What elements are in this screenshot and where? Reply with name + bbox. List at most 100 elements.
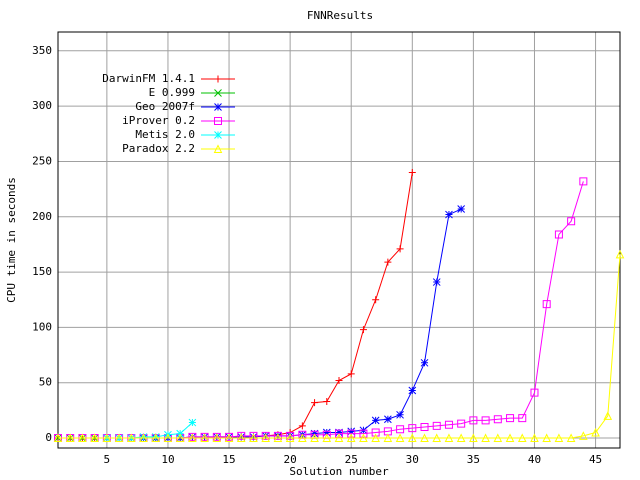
data-point xyxy=(603,411,613,420)
x-tick-label: 5 xyxy=(104,453,111,466)
x-tick-label: 30 xyxy=(406,453,419,466)
data-point xyxy=(286,431,295,440)
data-point xyxy=(530,388,539,397)
data-point xyxy=(310,433,319,443)
data-point xyxy=(273,433,283,443)
data-point xyxy=(420,422,429,431)
data-point xyxy=(408,424,417,433)
data-point xyxy=(335,429,343,438)
data-point xyxy=(371,433,380,443)
data-point xyxy=(298,433,307,443)
data-point xyxy=(212,433,222,443)
data-point xyxy=(396,425,405,434)
data-point xyxy=(408,386,417,395)
data-point xyxy=(188,418,197,427)
data-point xyxy=(175,433,185,443)
data-point xyxy=(444,433,454,443)
data-point xyxy=(518,414,527,423)
data-point xyxy=(567,217,576,226)
data-point xyxy=(371,416,380,425)
data-point xyxy=(65,433,75,443)
x-tick-label: 45 xyxy=(589,453,602,466)
data-point xyxy=(285,433,295,443)
data-point xyxy=(456,433,466,443)
series-line xyxy=(58,254,621,439)
data-point xyxy=(347,429,356,438)
data-point xyxy=(469,433,478,443)
y-tick-label: 350 xyxy=(32,44,52,57)
y-tick-label: 100 xyxy=(32,320,52,333)
chart-title: FNNResults xyxy=(307,9,373,22)
data-point xyxy=(579,431,588,440)
data-point xyxy=(261,433,271,443)
data-point xyxy=(371,428,380,437)
data-point xyxy=(396,410,404,419)
y-tick-label: 150 xyxy=(32,265,52,278)
x-tick-label: 25 xyxy=(345,453,358,466)
data-point xyxy=(334,433,344,443)
data-point xyxy=(445,210,453,219)
data-point xyxy=(383,427,392,436)
plot-frame xyxy=(57,31,621,449)
data-point xyxy=(90,433,99,443)
legend-marker xyxy=(214,103,222,111)
y-tick-label: 50 xyxy=(39,376,52,389)
data-point xyxy=(481,416,490,425)
data-point xyxy=(126,433,136,443)
data-point xyxy=(432,421,441,430)
legend-marker xyxy=(213,144,223,153)
y-tick-label: 0 xyxy=(45,431,52,444)
data-point xyxy=(481,433,490,443)
y-tick-label: 250 xyxy=(32,154,52,167)
data-point xyxy=(151,433,161,443)
data-point xyxy=(384,415,392,424)
data-point xyxy=(359,326,367,334)
data-point xyxy=(102,433,112,443)
data-point xyxy=(615,249,625,259)
data-point xyxy=(372,296,380,304)
data-point xyxy=(188,433,197,443)
data-point xyxy=(407,433,417,443)
data-point xyxy=(359,433,368,443)
data-point xyxy=(236,433,246,443)
legend-label: DarwinFM 1.4.1 xyxy=(102,72,195,85)
legend-marker xyxy=(214,89,222,97)
data-point xyxy=(335,428,343,437)
data-point xyxy=(457,205,466,213)
data-point xyxy=(420,358,429,367)
data-point xyxy=(311,399,319,407)
data-point xyxy=(566,433,576,443)
data-point xyxy=(505,433,515,443)
legend-label: E 0.999 xyxy=(149,86,195,99)
data-point xyxy=(469,416,478,425)
data-point xyxy=(322,428,331,437)
legend-marker xyxy=(214,75,222,83)
legend-label: Geo 2007f xyxy=(135,100,195,113)
data-point xyxy=(114,433,124,443)
y-axis-label: CPU time in seconds xyxy=(5,177,18,303)
data-point xyxy=(554,433,564,443)
data-point xyxy=(517,433,527,443)
data-point xyxy=(200,433,209,443)
data-point xyxy=(346,433,356,443)
data-point xyxy=(335,377,343,385)
data-point xyxy=(249,433,258,441)
data-point xyxy=(420,433,429,443)
legend-marker xyxy=(214,131,222,139)
data-point xyxy=(542,300,551,309)
data-point xyxy=(298,422,306,430)
data-point xyxy=(432,433,442,443)
data-point xyxy=(261,431,270,440)
data-point xyxy=(493,415,502,424)
data-point xyxy=(322,433,332,443)
data-point xyxy=(237,433,246,441)
data-point xyxy=(395,433,405,443)
data-point xyxy=(384,258,392,266)
legend-label: iProver 0.2 xyxy=(122,114,195,127)
data-point xyxy=(347,370,355,378)
x-tick-label: 40 xyxy=(528,453,541,466)
data-point xyxy=(224,433,234,443)
legend-label: Paradox 2.2 xyxy=(122,142,195,155)
data-point xyxy=(444,420,453,429)
